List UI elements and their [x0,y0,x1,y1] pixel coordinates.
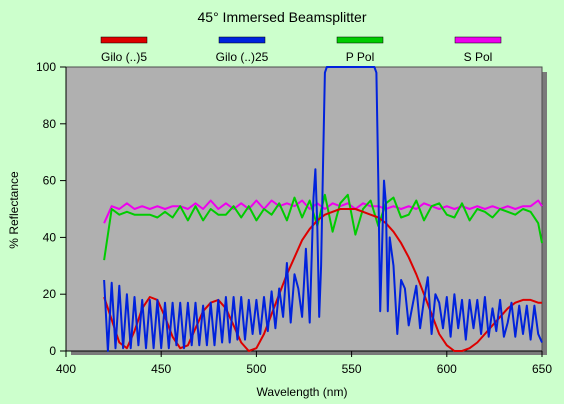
legend-label: Gilo (..)5 [101,50,147,64]
y-axis-label: % Reflectance [7,171,21,249]
y-tick-label: 0 [49,344,56,358]
axes: 0 20 40 60 80 100 400 450 500 550 600 650 [36,60,552,376]
x-tick-label: 550 [342,362,362,376]
legend-swatch [454,36,502,44]
series-group [103,66,543,352]
legend-swatch [218,36,266,44]
x-tick-label: 500 [246,362,266,376]
x-tick-label: 400 [56,362,76,376]
legend: Gilo (..)5 Gilo (..)25 P Pol S Pol [100,36,502,64]
legend-label: Gilo (..)25 [216,50,269,64]
chart-title: 45° Immersed Beamsplitter [198,9,367,25]
legend-swatch [100,36,148,44]
x-tick-label: 650 [532,362,552,376]
y-tick-label: 60 [43,174,57,188]
x-axis-label: Wavelength (nm) [257,385,348,399]
y-tick-label: 100 [36,60,56,74]
series-line-3 [103,193,543,261]
series-line-2 [103,66,543,352]
y-tick-label: 20 [43,287,57,301]
legend-swatch [336,36,384,44]
series-line-4 [103,199,543,224]
y-tick-label: 40 [43,230,57,244]
x-tick-label: 450 [151,362,171,376]
x-tick-label: 600 [437,362,457,376]
legend-label: S Pol [464,50,493,64]
y-tick-label: 80 [43,117,57,131]
series-line-1 [103,208,542,352]
legend-label: P Pol [346,50,374,64]
